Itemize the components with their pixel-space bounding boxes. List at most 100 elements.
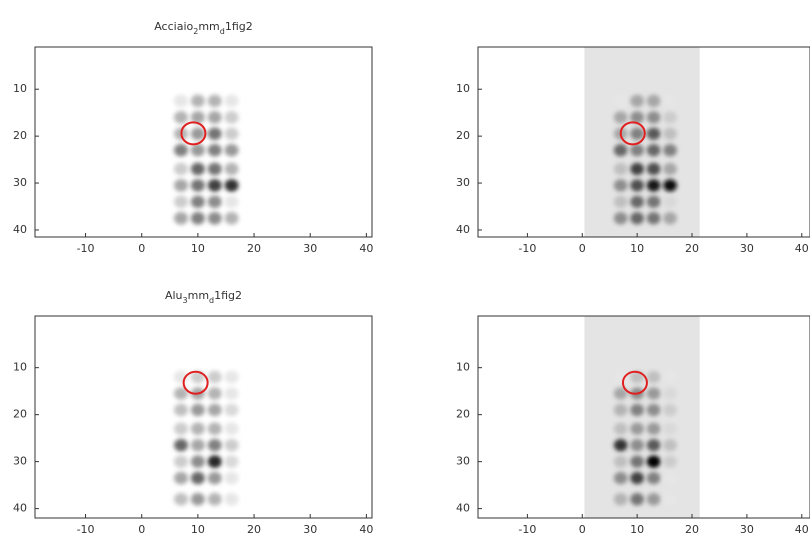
- heat-spot: [663, 94, 677, 108]
- heat-spot: [207, 111, 222, 124]
- y-tick-label: 10: [13, 82, 27, 95]
- x-tick-label: 20: [247, 242, 261, 255]
- heat-spot: [663, 471, 677, 485]
- heat-spot: [613, 179, 628, 192]
- title-part: Alu: [165, 289, 183, 302]
- y-tick-label: 20: [456, 129, 470, 142]
- heat-spot: [630, 195, 644, 208]
- heat-spot: [224, 179, 239, 192]
- heat-spot: [190, 127, 205, 141]
- y-tick-label: 30: [13, 176, 27, 189]
- heat-spot: [663, 127, 677, 140]
- plot-area: [584, 47, 700, 237]
- heat-spot: [224, 111, 239, 124]
- heat-spot: [174, 438, 189, 452]
- heat-spot: [630, 403, 644, 417]
- heat-spot: [630, 111, 644, 124]
- heat-spot: [663, 370, 677, 384]
- heat-spot: [613, 471, 628, 485]
- y-tick-label: 20: [456, 408, 470, 421]
- x-tick-label: 10: [630, 242, 644, 255]
- heat-spot: [646, 493, 661, 506]
- heat-spot: [613, 422, 628, 435]
- x-tick-label: 10: [630, 523, 644, 536]
- heat-spot: [190, 211, 205, 225]
- x-tick-label: 40: [359, 523, 373, 536]
- subplot: -10 0 10 20 30 40 10 20 30 40: [456, 46, 810, 255]
- heat-spot: [224, 422, 239, 436]
- heat-spot: [613, 111, 628, 124]
- y-tick-label: 20: [13, 408, 27, 421]
- heat-spot: [224, 438, 239, 452]
- heat-spot: [190, 111, 205, 124]
- plot-area: [174, 94, 239, 225]
- y-tick-label: 40: [456, 223, 470, 236]
- heat-spot: [646, 370, 661, 384]
- y-tick-label: 10: [456, 361, 470, 374]
- y-tick-label: 30: [13, 455, 27, 468]
- heat-spot: [190, 438, 205, 452]
- heat-spot: [224, 162, 239, 176]
- x-tick-label: -10: [518, 523, 536, 536]
- heat-spot: [630, 471, 644, 485]
- x-tick-label: -10: [518, 242, 536, 255]
- title-part: 2: [193, 27, 198, 36]
- heat-spot: [663, 179, 677, 192]
- image-panel: [584, 47, 700, 237]
- heat-spot: [174, 211, 189, 225]
- heat-spot: [207, 422, 222, 436]
- heat-spot: [646, 94, 661, 108]
- heat-spot: [613, 144, 628, 157]
- heat-spot: [613, 195, 628, 208]
- heat-spot: [630, 127, 644, 140]
- heat-spot: [190, 455, 205, 468]
- heat-spot: [663, 439, 677, 452]
- heat-spot: [663, 111, 677, 124]
- y-tick-label: 30: [456, 176, 470, 189]
- x-tick-label: 30: [303, 523, 317, 536]
- x-tick-label: 40: [795, 523, 809, 536]
- heat-spot: [207, 438, 222, 452]
- heat-spot: [646, 179, 661, 192]
- y-tick-label: 40: [456, 502, 470, 515]
- y-tick-label: 10: [456, 82, 470, 95]
- heat-spot: [630, 144, 644, 157]
- x-tick-label: 0: [138, 523, 145, 536]
- axes-frame: [34, 315, 373, 519]
- title-part: 1fig2: [225, 20, 253, 33]
- heat-spot: [174, 471, 189, 485]
- heat-spot: [613, 493, 628, 506]
- heat-spot: [207, 143, 222, 157]
- axes-frame: [477, 315, 810, 519]
- title-part: Acciaio: [154, 20, 193, 33]
- title-part: 1fig2: [214, 289, 242, 302]
- heat-spot: [613, 439, 628, 452]
- heat-spot: [613, 212, 628, 225]
- heat-spot: [630, 455, 644, 468]
- heat-spot: [663, 403, 677, 417]
- marker-circle: [619, 121, 646, 146]
- heat-spot: [613, 94, 628, 108]
- x-tick-label: 20: [247, 523, 261, 536]
- heat-spot: [646, 387, 661, 400]
- y-tick-label: 40: [13, 223, 27, 236]
- heat-spot: [630, 162, 644, 176]
- chart-title: Alu3mmd1fig2: [165, 289, 242, 305]
- heat-spot: [190, 471, 205, 485]
- x-tick-label: 40: [359, 242, 373, 255]
- heat-spot: [613, 387, 628, 400]
- y-tick-label: 30: [456, 455, 470, 468]
- heat-spot: [174, 143, 189, 157]
- heat-spot: [207, 370, 222, 384]
- heat-spot: [613, 455, 628, 468]
- heat-spot: [224, 403, 239, 417]
- heat-spot: [646, 111, 661, 124]
- heat-spot: [663, 144, 677, 157]
- heat-spot: [646, 127, 661, 140]
- title-part: mm: [198, 20, 219, 33]
- marker-circle: [621, 370, 648, 395]
- heat-spot: [224, 455, 239, 468]
- x-tick-label: 20: [685, 242, 699, 255]
- heat-spot: [646, 162, 661, 176]
